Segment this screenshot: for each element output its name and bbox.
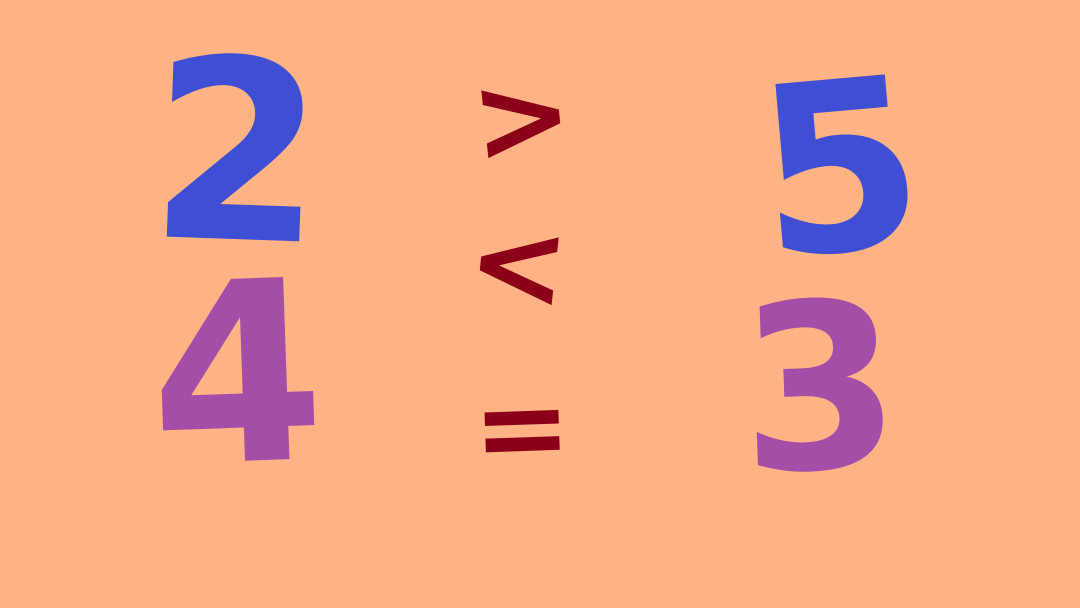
number-four: 4 bbox=[144, 225, 329, 523]
equals-symbol: = bbox=[470, 356, 574, 498]
less-than-symbol: < bbox=[460, 190, 576, 339]
number-three: 3 bbox=[735, 253, 905, 526]
greater-than-symbol: > bbox=[464, 43, 580, 192]
